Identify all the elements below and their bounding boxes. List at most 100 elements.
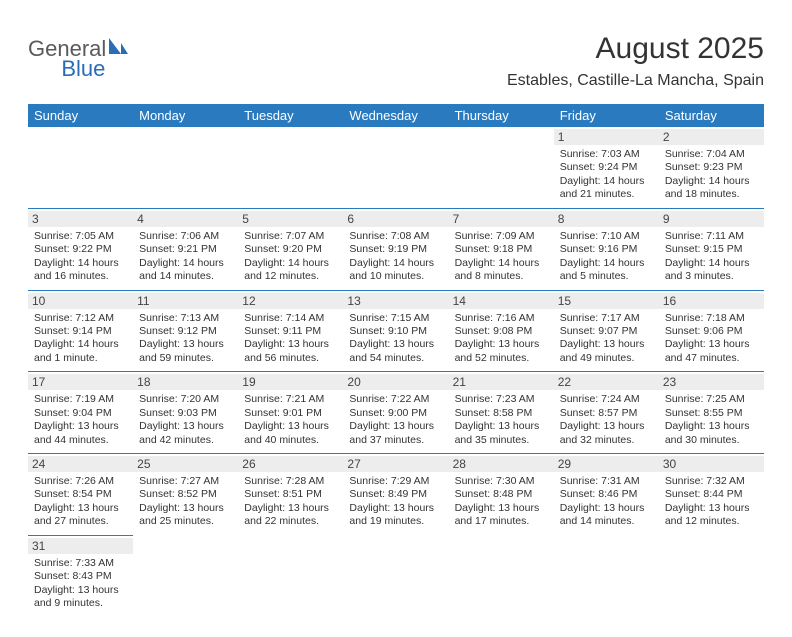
detail-line: Daylight: 13 hours — [34, 584, 127, 597]
detail-line: Sunset: 9:16 PM — [560, 243, 653, 256]
detail-line: Sunset: 9:24 PM — [560, 161, 653, 174]
calendar-cell: 4Sunrise: 7:06 AMSunset: 9:21 PMDaylight… — [133, 208, 238, 290]
day-number: 25 — [133, 456, 238, 472]
calendar-cell — [238, 535, 343, 616]
detail-line: Sunset: 8:48 PM — [455, 488, 548, 501]
day-number: 13 — [343, 293, 448, 309]
detail-line: Sunset: 8:43 PM — [34, 570, 127, 583]
logo-text-blue: Blue — [61, 56, 105, 81]
detail-line: Sunset: 9:23 PM — [665, 161, 758, 174]
day-details: Sunrise: 7:21 AMSunset: 9:01 PMDaylight:… — [244, 393, 337, 447]
detail-line: and 40 minutes. — [244, 434, 337, 447]
day-number: 23 — [659, 374, 764, 390]
day-number: 6 — [343, 211, 448, 227]
detail-line: Sunrise: 7:16 AM — [455, 312, 548, 325]
detail-line: Sunrise: 7:32 AM — [665, 475, 758, 488]
detail-line: Daylight: 13 hours — [665, 502, 758, 515]
detail-line: Sunset: 9:20 PM — [244, 243, 337, 256]
detail-line: Daylight: 13 hours — [34, 502, 127, 515]
detail-line: Sunset: 9:18 PM — [455, 243, 548, 256]
calendar-body: 1Sunrise: 7:03 AMSunset: 9:24 PMDaylight… — [28, 127, 764, 617]
detail-line: Daylight: 14 hours — [665, 257, 758, 270]
calendar-cell: 22Sunrise: 7:24 AMSunset: 8:57 PMDayligh… — [554, 372, 659, 454]
weekday-header: Sunday — [28, 104, 133, 127]
calendar-cell — [554, 535, 659, 616]
calendar-cell: 2Sunrise: 7:04 AMSunset: 9:23 PMDaylight… — [659, 127, 764, 208]
detail-line: Sunset: 9:04 PM — [34, 407, 127, 420]
day-details: Sunrise: 7:19 AMSunset: 9:04 PMDaylight:… — [34, 393, 127, 447]
detail-line: Sunrise: 7:26 AM — [34, 475, 127, 488]
day-number: 22 — [554, 374, 659, 390]
detail-line: Sunrise: 7:04 AM — [665, 148, 758, 161]
sail-icon — [107, 36, 129, 62]
detail-line: Daylight: 13 hours — [244, 338, 337, 351]
month-title: August 2025 — [507, 32, 764, 66]
detail-line: Sunrise: 7:18 AM — [665, 312, 758, 325]
calendar-cell: 17Sunrise: 7:19 AMSunset: 9:04 PMDayligh… — [28, 372, 133, 454]
day-details: Sunrise: 7:22 AMSunset: 9:00 PMDaylight:… — [349, 393, 442, 447]
detail-line: and 22 minutes. — [244, 515, 337, 528]
detail-line: Sunrise: 7:10 AM — [560, 230, 653, 243]
detail-line: and 47 minutes. — [665, 352, 758, 365]
detail-line: and 18 minutes. — [665, 188, 758, 201]
day-details: Sunrise: 7:04 AMSunset: 9:23 PMDaylight:… — [665, 148, 758, 202]
detail-line: Daylight: 13 hours — [349, 420, 442, 433]
detail-line: Sunset: 9:08 PM — [455, 325, 548, 338]
day-number: 14 — [449, 293, 554, 309]
detail-line: Sunset: 8:52 PM — [139, 488, 232, 501]
detail-line: Daylight: 13 hours — [560, 420, 653, 433]
detail-line: Sunset: 8:58 PM — [455, 407, 548, 420]
day-details: Sunrise: 7:23 AMSunset: 8:58 PMDaylight:… — [455, 393, 548, 447]
day-details: Sunrise: 7:25 AMSunset: 8:55 PMDaylight:… — [665, 393, 758, 447]
detail-line: Sunrise: 7:03 AM — [560, 148, 653, 161]
detail-line: and 1 minute. — [34, 352, 127, 365]
detail-line: Daylight: 14 hours — [560, 257, 653, 270]
calendar-cell: 12Sunrise: 7:14 AMSunset: 9:11 PMDayligh… — [238, 290, 343, 372]
day-details: Sunrise: 7:30 AMSunset: 8:48 PMDaylight:… — [455, 475, 548, 529]
detail-line: Daylight: 14 hours — [34, 257, 127, 270]
calendar-cell — [449, 127, 554, 208]
day-details: Sunrise: 7:31 AMSunset: 8:46 PMDaylight:… — [560, 475, 653, 529]
calendar-cell: 16Sunrise: 7:18 AMSunset: 9:06 PMDayligh… — [659, 290, 764, 372]
calendar-cell: 21Sunrise: 7:23 AMSunset: 8:58 PMDayligh… — [449, 372, 554, 454]
detail-line: and 14 minutes. — [139, 270, 232, 283]
detail-line: Daylight: 13 hours — [244, 502, 337, 515]
weekday-header: Wednesday — [343, 104, 448, 127]
calendar-cell: 15Sunrise: 7:17 AMSunset: 9:07 PMDayligh… — [554, 290, 659, 372]
detail-line: Sunset: 9:14 PM — [34, 325, 127, 338]
calendar-cell — [133, 127, 238, 208]
detail-line: Sunset: 8:49 PM — [349, 488, 442, 501]
day-number: 16 — [659, 293, 764, 309]
calendar-cell: 7Sunrise: 7:09 AMSunset: 9:18 PMDaylight… — [449, 208, 554, 290]
detail-line: and 42 minutes. — [139, 434, 232, 447]
detail-line: Daylight: 13 hours — [455, 420, 548, 433]
detail-line: Sunset: 9:11 PM — [244, 325, 337, 338]
detail-line: Sunrise: 7:25 AM — [665, 393, 758, 406]
calendar-cell: 1Sunrise: 7:03 AMSunset: 9:24 PMDaylight… — [554, 127, 659, 208]
detail-line: Sunrise: 7:14 AM — [244, 312, 337, 325]
day-number: 26 — [238, 456, 343, 472]
detail-line: Sunrise: 7:12 AM — [34, 312, 127, 325]
day-number: 10 — [28, 293, 133, 309]
calendar-cell: 25 Sunrise: 7:27 AMSunset: 8:52 PMDayligh… — [133, 454, 238, 536]
day-number: 24 — [28, 456, 133, 472]
calendar-cell: 28Sunrise: 7:30 AMSunset: 8:48 PMDayligh… — [449, 454, 554, 536]
calendar-cell — [133, 535, 238, 616]
detail-line: Sunset: 9:15 PM — [665, 243, 758, 256]
detail-line: Sunrise: 7:30 AM — [455, 475, 548, 488]
detail-line: Sunrise: 7:15 AM — [349, 312, 442, 325]
calendar-cell: 6Sunrise: 7:08 AMSunset: 9:19 PMDaylight… — [343, 208, 448, 290]
detail-line: Sunset: 8:54 PM — [34, 488, 127, 501]
detail-line: and 52 minutes. — [455, 352, 548, 365]
detail-line: and 56 minutes. — [244, 352, 337, 365]
detail-line: Sunrise: 7:06 AM — [139, 230, 232, 243]
detail-line: Daylight: 13 hours — [34, 420, 127, 433]
detail-line: Sunrise: 7:11 AM — [665, 230, 758, 243]
detail-line: Sunrise: 7:27 AM — [139, 475, 232, 488]
detail-line: Daylight: 13 hours — [139, 420, 232, 433]
day-number: 30 — [659, 456, 764, 472]
detail-line: and 37 minutes. — [349, 434, 442, 447]
detail-line: Sunset: 9:21 PM — [139, 243, 232, 256]
day-details: Sunrise: 7:27 AMSunset: 8:52 PMDaylight:… — [139, 475, 232, 529]
day-details: Sunrise: 7:29 AMSunset: 8:49 PMDaylight:… — [349, 475, 442, 529]
